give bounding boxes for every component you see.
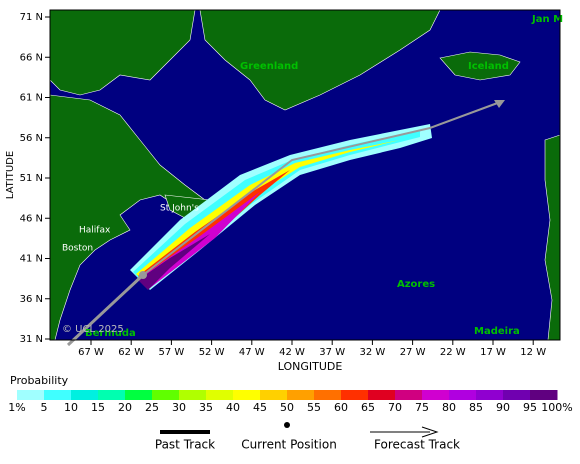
legend-tick-label: 20 bbox=[118, 401, 132, 414]
legend-tick-label: 60 bbox=[334, 401, 348, 414]
place-label: Jan M bbox=[531, 14, 563, 25]
legend-title: Probability bbox=[10, 374, 69, 387]
legend-tick-label: 30 bbox=[172, 401, 186, 414]
legend-tick-label: 50 bbox=[280, 401, 294, 414]
current-position-key bbox=[284, 422, 290, 428]
probability-swath bbox=[130, 124, 432, 290]
lat-tick-label: 61 N bbox=[20, 93, 43, 104]
lon-tick-label: 57 W bbox=[159, 347, 185, 358]
legend-tick-label: 35 bbox=[199, 401, 213, 414]
lon-tick-label: 12 W bbox=[520, 347, 546, 358]
legend-tick-label: 55 bbox=[307, 401, 321, 414]
legend-swatch bbox=[530, 390, 558, 400]
lon-tick-label: 32 W bbox=[360, 347, 386, 358]
place-label: St John's bbox=[160, 204, 199, 214]
lon-tick-label: 67 W bbox=[78, 347, 104, 358]
place-label: Greenland bbox=[240, 61, 298, 72]
place-label: Azores bbox=[397, 279, 435, 290]
legend-swatch bbox=[233, 390, 261, 400]
lat-tick-label: 31 N bbox=[20, 334, 43, 345]
place-label: Iceland bbox=[468, 61, 509, 72]
legend-swatch bbox=[17, 390, 45, 400]
legend-swatch bbox=[395, 390, 423, 400]
lat-tick-label: 41 N bbox=[20, 254, 43, 265]
legend-label: Past Track bbox=[155, 438, 215, 452]
legend-swatch bbox=[152, 390, 180, 400]
lon-tick-label: 62 W bbox=[118, 347, 144, 358]
place-label: Halifax bbox=[79, 226, 111, 236]
legend-swatch bbox=[179, 390, 207, 400]
forecast-arrow bbox=[494, 100, 505, 108]
legend-tick-label: 5 bbox=[41, 401, 48, 414]
lat-tick-label: 66 N bbox=[20, 52, 43, 63]
legend-label: Forecast Track bbox=[374, 438, 460, 452]
legend-swatch bbox=[44, 390, 72, 400]
lat-tick-label: 36 N bbox=[20, 294, 43, 305]
past-track bbox=[66, 273, 145, 347]
legend-swatch bbox=[98, 390, 126, 400]
legend-swatch bbox=[71, 390, 99, 400]
legend-tick-label: 25 bbox=[145, 401, 159, 414]
legend-tick-label: 70 bbox=[388, 401, 402, 414]
lon-tick-label: 27 W bbox=[400, 347, 426, 358]
legend-label: Current Position bbox=[241, 438, 337, 452]
forecast-track-key-arrow bbox=[421, 426, 439, 438]
current-position bbox=[139, 271, 147, 279]
legend-tick-label: 100% bbox=[541, 401, 572, 414]
lon-tick-label: 42 W bbox=[279, 347, 305, 358]
legend-tick-label: 10 bbox=[64, 401, 78, 414]
copyright: © UCL 2025 bbox=[62, 324, 124, 335]
lat-tick-label: 51 N bbox=[20, 173, 43, 184]
legend-swatch bbox=[476, 390, 504, 400]
place-label: Boston bbox=[62, 244, 93, 254]
x-axis-label: LONGITUDE bbox=[278, 360, 343, 373]
legend-swatch bbox=[125, 390, 153, 400]
legend-tick-label: 45 bbox=[253, 401, 267, 414]
lon-tick-label: 47 W bbox=[239, 347, 265, 358]
map-frame bbox=[49, 9, 561, 341]
lon-tick-label: 37 W bbox=[319, 347, 345, 358]
legend-swatch bbox=[368, 390, 396, 400]
lon-tick-label: 52 W bbox=[199, 347, 225, 358]
legend-tick-label: 85 bbox=[469, 401, 483, 414]
legend-swatch bbox=[503, 390, 531, 400]
legend-tick-label: 80 bbox=[442, 401, 456, 414]
place-label: Bermuda bbox=[85, 328, 136, 339]
lat-tick-label: 46 N bbox=[20, 213, 43, 224]
legend-swatch bbox=[260, 390, 288, 400]
legend-swatch bbox=[449, 390, 477, 400]
lon-tick-label: 17 W bbox=[480, 347, 506, 358]
legend-tick-label: 95 bbox=[523, 401, 537, 414]
legend-swatch bbox=[341, 390, 369, 400]
legend-swatch bbox=[287, 390, 315, 400]
legend-tick-label: 75 bbox=[415, 401, 429, 414]
legend-swatch bbox=[314, 390, 342, 400]
legend-swatch bbox=[206, 390, 234, 400]
legend-tick-label: 40 bbox=[226, 401, 240, 414]
legend-tick-label: 90 bbox=[496, 401, 510, 414]
legend-tick-label: 65 bbox=[361, 401, 375, 414]
lon-tick-label: 22 W bbox=[440, 347, 466, 358]
legend-tick-label: 15 bbox=[91, 401, 105, 414]
lat-tick-label: 56 N bbox=[20, 133, 43, 144]
lat-tick-label: 71 N bbox=[20, 12, 43, 23]
legend-swatch bbox=[422, 390, 450, 400]
y-axis-label: LATITUDE bbox=[5, 151, 16, 199]
legend-tick-label: 1% bbox=[8, 401, 25, 414]
land bbox=[49, 9, 561, 341]
place-label: Madeira bbox=[474, 326, 520, 337]
forecast-track bbox=[142, 100, 504, 276]
